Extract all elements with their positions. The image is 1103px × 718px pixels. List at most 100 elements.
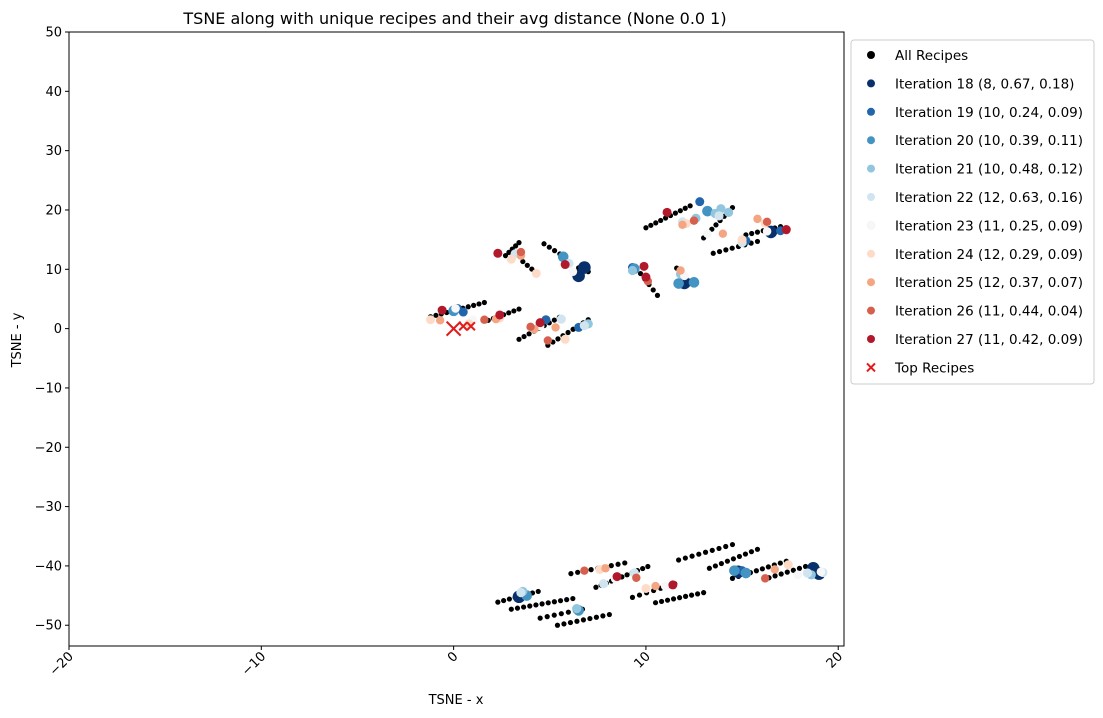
iteration-25-point xyxy=(551,323,560,332)
chart-title: TSNE along with unique recipes and their… xyxy=(182,9,726,28)
all-recipes-point xyxy=(471,302,477,308)
legend-marker xyxy=(867,164,875,173)
all-recipes-point xyxy=(754,229,761,235)
legend-item: Iteration 18 (8, 0.67, 0.18) xyxy=(867,76,1074,92)
legend-label: Iteration 26 (11, 0.44, 0.04) xyxy=(895,304,1083,320)
iteration-18-point xyxy=(578,261,591,274)
legend-item: Iteration 24 (12, 0.29, 0.09) xyxy=(867,247,1083,263)
all-recipes-point xyxy=(520,258,526,265)
iteration-27-point xyxy=(639,261,649,271)
all-recipes-point xyxy=(676,595,683,601)
y-tick-label: −50 xyxy=(35,619,62,634)
x-tick-label: 0 xyxy=(445,649,461,665)
all-recipes-point xyxy=(551,248,558,254)
all-recipes-point xyxy=(754,546,761,552)
all-recipes-point xyxy=(712,563,718,569)
legend-item: Iteration 20 (10, 0.39, 0.11) xyxy=(867,133,1083,149)
all-recipes-point xyxy=(615,561,621,567)
iteration-26-point xyxy=(543,336,553,345)
all-recipes-point xyxy=(677,208,683,214)
iteration-26-point xyxy=(526,322,535,332)
iteration-24-point xyxy=(641,583,651,593)
all-recipes-point xyxy=(716,545,722,552)
all-recipes-point xyxy=(796,565,803,571)
all-recipes-point xyxy=(682,593,689,599)
iteration-22-point xyxy=(599,579,609,589)
iteration-23-point xyxy=(793,570,803,580)
all-recipes-point xyxy=(689,553,695,559)
all-recipes-point xyxy=(545,600,551,606)
all-recipes-point xyxy=(587,615,593,622)
legend-label: Iteration 23 (11, 0.25, 0.09) xyxy=(895,218,1083,234)
legend-label: Iteration 24 (12, 0.29, 0.09) xyxy=(895,247,1083,263)
all-recipes-point xyxy=(748,549,755,555)
top-recipe-marker xyxy=(445,320,462,337)
all-recipes-point xyxy=(476,301,482,307)
legend-label: Iteration 27 (11, 0.42, 0.09) xyxy=(895,332,1083,348)
iteration-21-point xyxy=(716,204,726,214)
iteration-24-point xyxy=(531,268,541,278)
iteration-26-point xyxy=(762,217,772,227)
legend-item: Top Recipes xyxy=(866,360,974,376)
iteration-20-point xyxy=(673,278,684,289)
iteration-27-point xyxy=(641,272,651,282)
all-recipes-point xyxy=(759,566,765,572)
iteration-22-point xyxy=(579,321,589,331)
all-recipes-point xyxy=(555,336,561,342)
all-recipes-point xyxy=(772,573,778,579)
y-tick-label: −40 xyxy=(35,559,62,574)
iteration-19-point xyxy=(695,197,705,207)
all-recipes-point xyxy=(574,618,580,624)
all-recipes-point xyxy=(718,560,725,567)
all-recipes-point xyxy=(593,614,600,620)
y-tick-label: 40 xyxy=(45,85,62,100)
all-recipes-point xyxy=(565,329,571,336)
x-axis-label: TSNE - x xyxy=(428,693,484,708)
all-recipes-point xyxy=(653,220,659,226)
legend-marker xyxy=(867,51,875,59)
iteration-23-point xyxy=(816,567,826,577)
all-recipes-point xyxy=(593,584,599,590)
all-recipes-point xyxy=(713,222,719,228)
all-recipes-point xyxy=(557,598,564,604)
all-recipes-point xyxy=(701,590,707,596)
all-recipes-point xyxy=(564,597,570,603)
legend-marker xyxy=(867,136,875,145)
all-recipes-point xyxy=(652,600,659,606)
all-recipes-point xyxy=(516,336,522,342)
all-recipes-point xyxy=(506,249,512,255)
all-recipes-point xyxy=(654,292,661,298)
all-recipes-point xyxy=(729,245,735,251)
all-recipes-point xyxy=(513,243,519,249)
all-recipes-point xyxy=(567,619,574,626)
iteration-27-point xyxy=(612,572,622,582)
all-recipes-point xyxy=(729,541,736,548)
iteration-27-point xyxy=(437,305,447,315)
all-recipes-point xyxy=(724,558,731,564)
all-recipes-point xyxy=(622,560,628,566)
iteration-22-point xyxy=(556,314,566,324)
all-recipes-point xyxy=(551,612,557,618)
iteration-20-point xyxy=(557,251,569,263)
all-recipes-point xyxy=(501,597,507,604)
legend-item: Iteration 26 (11, 0.44, 0.04) xyxy=(867,304,1083,320)
iteration-23-point xyxy=(660,581,670,591)
all-recipes-point xyxy=(676,557,682,563)
all-recipes-point xyxy=(535,588,541,595)
all-recipes-point xyxy=(777,560,783,566)
all-recipes-point xyxy=(588,567,594,573)
all-recipes-point xyxy=(570,595,576,602)
all-recipes-point xyxy=(784,569,790,575)
all-recipes-point xyxy=(658,217,664,224)
all-recipes-point xyxy=(640,565,646,572)
legend: All Recipes Iteration 18 (8, 0.67, 0.18) I… xyxy=(850,39,1095,385)
all-recipes-point xyxy=(749,230,755,237)
y-tick-label: −10 xyxy=(35,381,62,396)
legend-item: Iteration 25 (12, 0.37, 0.07) xyxy=(867,275,1083,291)
iteration-20-point xyxy=(729,565,740,576)
all-recipes-point xyxy=(521,333,527,340)
all-recipes-point xyxy=(465,304,471,310)
legend-label: Iteration 22 (12, 0.63, 0.16) xyxy=(895,190,1083,206)
x-tick-label: −20 xyxy=(47,649,77,679)
